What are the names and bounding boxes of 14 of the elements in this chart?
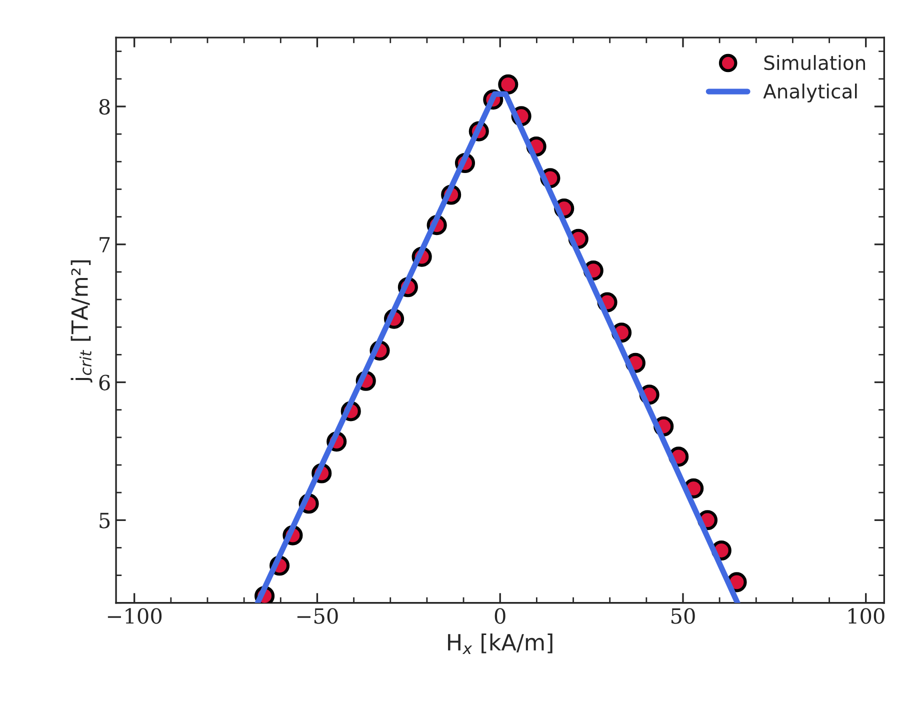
x-axis-title: H$_{x}$ [kA/m] — [448, 633, 552, 654]
x-tick-label: 50 — [672, 608, 695, 624]
x-tick-label: 0 — [494, 608, 506, 624]
point — [498, 74, 518, 94]
y-tick-label: 7 — [100, 237, 110, 252]
y-axis-title: j$_{crit}$ [TA/m²] — [70, 260, 92, 382]
legend-label: Simulation — [764, 55, 866, 70]
x-tick-label: −100 — [108, 608, 162, 624]
x-tick-label: −50 — [297, 608, 338, 624]
y-tick-label: 8 — [99, 98, 110, 115]
x-tick-label: 100 — [848, 608, 884, 624]
y-tick-label: 6 — [99, 374, 110, 390]
legend-label: Analytical — [763, 84, 857, 102]
y-tick-label: 5 — [100, 512, 110, 528]
